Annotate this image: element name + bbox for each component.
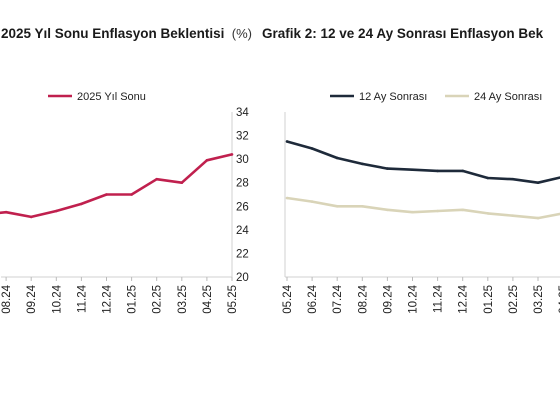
chart2-x-tick-label: 12.24 — [458, 284, 470, 313]
chart2-point — [285, 140, 289, 143]
chart1-series-line-0 — [0, 153, 233, 219]
chart1-point — [155, 177, 158, 181]
chart2-series-line-1 — [286, 196, 560, 220]
chart1-x-tick-label: 11.24 — [76, 284, 88, 313]
chart2-x-tick-label: 02.25 — [508, 285, 520, 314]
chart2-x-tick-label: 06.24 — [307, 284, 319, 313]
chart1-x-tick-label: 05.25 — [227, 285, 239, 314]
chart2-point — [511, 214, 515, 218]
chart2-x-tick-label: 09.24 — [382, 284, 394, 313]
chart2-point — [411, 168, 414, 172]
chart1-y-tick-26: 26 — [236, 201, 249, 213]
chart2-point — [461, 208, 465, 212]
chart1-y-tick-22: 22 — [236, 248, 249, 260]
chart2-legend-label-12-ay: 12 Ay Sonrası — [359, 91, 427, 103]
chart1-x-tick-label: 01.25 — [127, 285, 139, 314]
chart1-title: 2025 Yıl Sonu Enflasyon Beklentisi (%) — [1, 25, 252, 42]
chart2-point — [310, 147, 314, 150]
chart1-y-tick-34: 34 — [236, 107, 249, 119]
chart2-x-tick-label: 10.24 — [408, 284, 420, 313]
chart2-x-tick-label: 05.24 — [282, 284, 294, 313]
chart1-y-tick-32: 32 — [236, 131, 249, 143]
chart2-point — [486, 212, 490, 215]
chart2-x-tick-label: 01.25 — [483, 285, 495, 314]
chart2-point — [436, 209, 439, 213]
chart1-y-tick-30: 30 — [236, 154, 249, 166]
chart1-point — [29, 215, 33, 219]
chart2-x-tick-label: 04.25 — [558, 285, 560, 314]
chart2-point — [461, 169, 465, 173]
chart1-x-tick-label: 03.25 — [177, 285, 189, 314]
chart2-x-tick-label: 08.24 — [357, 284, 369, 313]
chart2-x-tick-label: 07.24 — [332, 284, 344, 313]
chart2-point — [386, 167, 389, 170]
chart1-legend-label-2025-yil-sonu: 2025 Yıl Sonu — [77, 91, 146, 103]
chart2-point — [361, 162, 364, 166]
chart2-legend-label-24-ay: 24 Ay Sonrası — [474, 91, 542, 103]
chart1-x-tick-label: 04.25 — [202, 285, 214, 314]
chart2-x-tick-label: 11.24 — [433, 284, 445, 313]
chart2-point — [285, 196, 289, 200]
chart1-x-tick-label: 12.24 — [102, 284, 114, 313]
chart1-y-tick-20: 20 — [236, 272, 249, 284]
chart1-point — [4, 210, 8, 214]
chart1-point — [130, 193, 133, 196]
chart1-x-tick-label: 08.24 — [1, 284, 13, 313]
chart2-point — [436, 169, 439, 173]
chart2-point — [486, 176, 490, 180]
chart1-x-tick-label: 02.25 — [152, 285, 164, 314]
chart2-point — [511, 177, 515, 181]
chart2-point — [335, 204, 339, 208]
chart1-point — [55, 209, 58, 213]
chart2-point — [411, 210, 414, 214]
chart1-x-tick-label: 09.24 — [26, 284, 38, 313]
chart2-point — [536, 216, 540, 220]
chart2-series-line-0 — [286, 140, 560, 184]
chart1-y-tick-28: 28 — [236, 178, 249, 190]
chart2-title: Grafik 2: 12 ve 24 Ay Sonrası Enflasyon … — [262, 26, 544, 41]
chart2-point — [335, 156, 339, 160]
chart2-point — [361, 204, 364, 208]
chart1-x-tick-label: 10.24 — [51, 284, 63, 313]
chart1-point — [180, 181, 184, 185]
chart1-point — [205, 159, 209, 162]
chart1-y-tick-24: 24 — [236, 225, 249, 237]
chart2-point — [310, 200, 314, 203]
chart2-x-tick-label: 03.25 — [533, 285, 545, 314]
chart1-point — [80, 202, 83, 206]
chart2-point — [536, 181, 540, 185]
chart1-point — [105, 193, 108, 196]
chart2-point — [386, 208, 389, 212]
chart1-point — [230, 153, 234, 156]
